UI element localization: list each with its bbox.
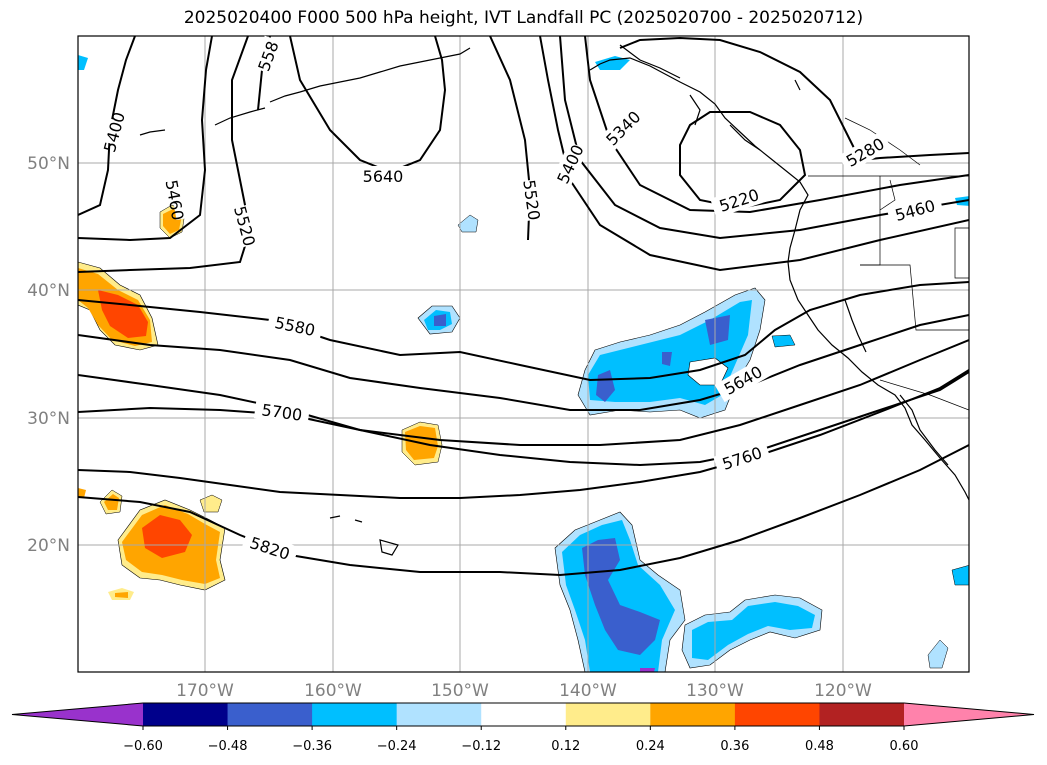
lat-label-40n: 40°N [27,281,70,301]
lon-label-150w: 150°W [431,681,489,701]
colorbar-tick-label: −0.12 [461,739,501,754]
map-area [78,36,969,672]
colorbar-segment [396,703,482,726]
colorbar-segment [565,703,651,726]
graticule [78,36,969,672]
colorbar: −0.60 −0.48 −0.36 −0.24 −0.12 0.12 0.24 0.36 0.4… [11,702,1035,754]
colorbar-tick-label: −0.36 [292,739,332,754]
lat-label-20n: 20°N [27,536,70,556]
colorbar-segment [312,703,398,726]
contour-label-5640a: 5640 [363,167,404,186]
lon-label-140w: 140°W [559,681,617,701]
colorbar-extend-high [904,703,1034,726]
colorbar-tick-label: 0.60 [890,739,919,754]
colorbar-extend-low [12,703,143,726]
latitude-labels: 50°N 40°N 30°N 20°N [27,154,70,556]
lat-label-30n: 30°N [27,409,70,429]
lon-label-160w: 160°W [304,681,362,701]
colorbar-segment [227,703,313,726]
colorbar-segment [481,703,567,726]
lon-label-130w: 130°W [686,681,744,701]
map-title: 2025020400 F000 500 hPa height, IVT Land… [183,8,864,28]
colorbar-segment [650,703,736,726]
colorbar-tick-label: 0.24 [636,739,665,754]
lon-label-170w: 170°W [176,681,234,701]
map-frame [77,35,970,673]
colorbar-segment [734,703,820,726]
colorbar-segment [819,703,905,726]
colorbar-tick-label: −0.24 [377,739,417,754]
colorbar-tick-label: 0.12 [551,739,580,754]
colorbar-tick-label: −0.48 [208,739,248,754]
lon-label-120w: 120°W [814,681,872,701]
colorbar-segment [143,703,229,726]
colorbar-tick-label: 0.48 [805,739,834,754]
colorbar-tick-label: 0.36 [720,739,749,754]
height-contours [78,36,969,577]
lat-label-50n: 50°N [27,154,70,174]
colorbar-tick-label: −0.60 [123,739,163,754]
longitude-labels: 170°W 160°W 150°W 140°W 130°W 120°W [176,681,872,701]
